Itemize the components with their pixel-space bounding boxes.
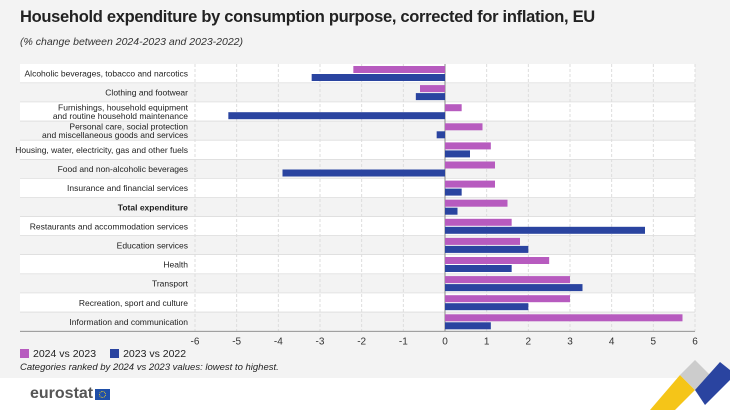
row-band: [20, 178, 695, 198]
bar-2024-vs-2023: [445, 314, 683, 322]
category-label: Total expenditure: [118, 202, 188, 212]
category-label: Information and communication: [69, 317, 188, 327]
bar-2024-vs-2023: [420, 85, 445, 93]
legend-item-2024: 2024 vs 2023: [20, 348, 96, 360]
bar-2024-vs-2023: [445, 237, 520, 245]
row-band: [20, 140, 695, 160]
row-band: [20, 83, 695, 103]
logo-text: eurostat: [30, 385, 94, 402]
x-tick-label: -3: [316, 336, 325, 347]
chart-title: Household expenditure by consumption pur…: [20, 8, 595, 26]
bar-2023-vs-2022: [311, 74, 445, 81]
bar-2024-vs-2023: [445, 104, 462, 112]
legend-label: 2023 vs 2022: [123, 348, 187, 360]
bar-2024-vs-2023: [445, 295, 570, 303]
bar-2024-vs-2023: [445, 257, 550, 264]
row-band: [20, 159, 695, 179]
category-label: Transport: [152, 279, 189, 289]
x-tick-label: 4: [609, 336, 615, 347]
bar-2024-vs-2023: [445, 276, 570, 284]
category-label: Education services: [117, 240, 188, 250]
row-band: [20, 274, 695, 294]
category-label: Recreation, sport and culture: [79, 298, 188, 308]
legend-swatch: [20, 349, 29, 358]
category-label: Personal care, social protection and misc…: [42, 122, 188, 141]
bar-2024-vs-2023: [445, 218, 512, 226]
bar-2023-vs-2022: [282, 169, 445, 177]
bar-2023-vs-2022: [436, 131, 445, 139]
category-label: Restaurants and accommodation services: [30, 221, 188, 231]
bar-2024-vs-2023: [445, 161, 495, 169]
bar-2023-vs-2022: [445, 303, 529, 311]
chart-subtitle: (% change between 2024-2023 and 2023-202…: [20, 36, 244, 48]
bar-2023-vs-2022: [445, 150, 470, 158]
bar-2023-vs-2022: [445, 226, 645, 234]
x-tick-label: -1: [399, 336, 408, 347]
bar-2024-vs-2023: [353, 66, 445, 73]
legend-item-2023: 2023 vs 2022: [110, 348, 186, 360]
bar-2024-vs-2023: [445, 180, 495, 188]
bar-2023-vs-2022: [445, 207, 458, 215]
x-tick-label: -2: [357, 336, 366, 347]
legend-swatch: [110, 349, 120, 358]
bar-2024-vs-2023: [445, 199, 508, 207]
row-band: [20, 121, 695, 141]
decorative-chevron-icon: [650, 360, 730, 410]
bar-2023-vs-2022: [415, 93, 445, 101]
bar-chart: -6 -5 -4 -3 -2 -1 0 1 2 3 4 5 6 Alcoholic beverages, …: [15, 64, 698, 347]
legend-label: 2024 vs 2023: [33, 348, 97, 360]
bar-2024-vs-2023: [445, 142, 491, 150]
bar-2023-vs-2022: [445, 284, 583, 292]
footnote: Categories ranked by 2024 vs 2023 values…: [20, 362, 279, 373]
x-tick-label: -4: [274, 336, 283, 347]
category-label: Housing, water, electricity, gas and oth…: [15, 145, 188, 155]
category-label: Clothing and footwear: [105, 88, 188, 98]
category-label: Food and non-alcoholic beverages: [58, 164, 188, 174]
x-tick-label: -6: [191, 336, 200, 347]
bar-2023-vs-2022: [445, 245, 529, 253]
row-band: [20, 197, 695, 217]
bar-2023-vs-2022: [445, 265, 512, 272]
x-tick-label: -5: [232, 336, 241, 347]
category-label: Health: [163, 260, 188, 270]
x-tick-label: 3: [567, 336, 573, 347]
row-band: [20, 255, 695, 275]
x-tick-label: 2: [526, 336, 532, 347]
row-band: [20, 102, 695, 122]
x-tick-label: 1: [484, 336, 490, 347]
x-tick-label: 5: [651, 336, 657, 347]
eurostat-logo: eurostat: [30, 385, 111, 403]
x-tick-label: 0: [442, 336, 448, 347]
legend: 2024 vs 2023 2023 vs 2022: [20, 348, 186, 360]
row-band: [20, 64, 695, 84]
x-tick-label: 6: [692, 336, 698, 347]
bar-2023-vs-2022: [445, 188, 462, 196]
category-label: Furnishings, household equipment and rout…: [53, 103, 189, 122]
bar-2024-vs-2023: [445, 123, 483, 131]
bar-2023-vs-2022: [445, 322, 491, 330]
category-label: Alcoholic beverages, tobacco and narcoti…: [25, 69, 188, 79]
category-label: Insurance and financial services: [67, 183, 188, 193]
bar-2023-vs-2022: [228, 112, 445, 120]
eu-flag-icon: [95, 388, 111, 400]
